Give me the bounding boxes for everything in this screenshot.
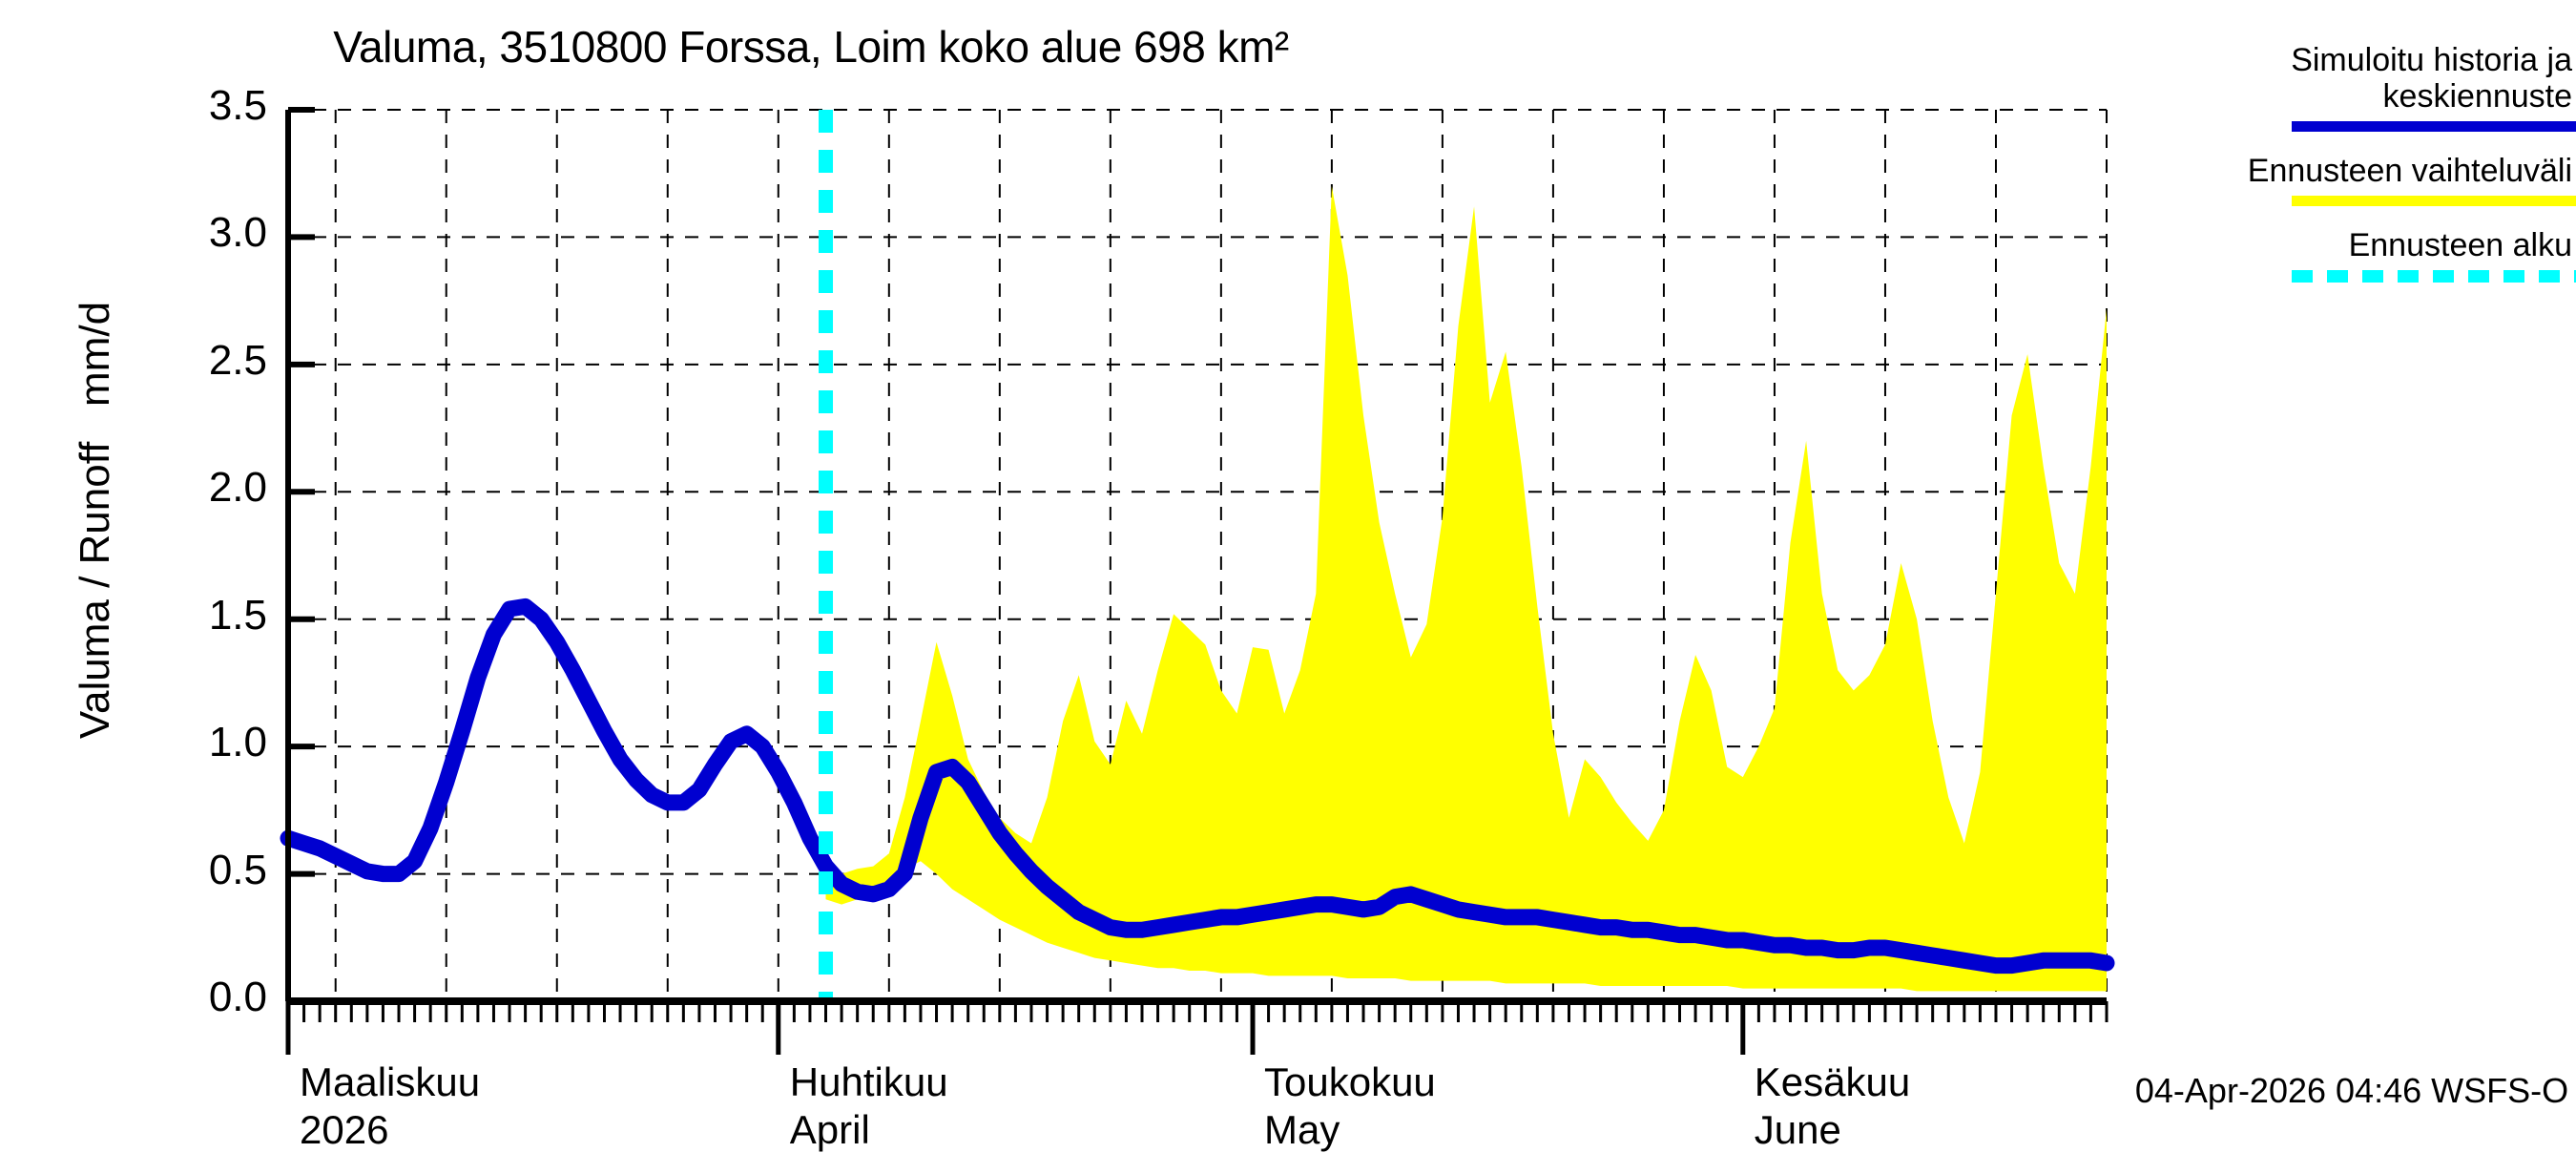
y-axis-tick-2.0: 2.0: [208, 464, 267, 512]
x-axis-tick-1: Huhtikuu April: [789, 1059, 948, 1152]
legend: Simuloitu historia ja keskiennuste Ennus…: [2129, 42, 2576, 304]
x-axis-tick-0: Maaliskuu 2026: [300, 1059, 481, 1152]
legend-swatch-forecast-range: [2292, 196, 2576, 207]
y-axis-tick-3.0: 3.0: [208, 209, 267, 257]
y-axis-tick-3.5: 3.5: [208, 82, 267, 129]
x-axis-tick-3: Kesäkuu June: [1754, 1059, 1911, 1152]
legend-label-1: Ennusteen vaihteluväli: [2247, 153, 2572, 190]
legend-label-2: Ennusteen alku: [2348, 227, 2572, 264]
legend-swatch-simulated-history: [2292, 121, 2576, 133]
x-axis-tick-2: Toukokuu May: [1264, 1059, 1436, 1152]
legend-swatch-forecast-start: [2292, 270, 2576, 283]
page-title: Valuma, 3510800 Forssa, Loim koko alue 6…: [333, 22, 1289, 72]
legend-label-0: Simuloitu historia ja keskiennuste: [2291, 42, 2572, 115]
y-axis-tick-2.5: 2.5: [208, 336, 267, 384]
forecast-range-band: [825, 186, 2107, 992]
y-axis-tick-0.5: 0.5: [208, 846, 267, 893]
y-axis-tick-1.0: 1.0: [208, 719, 267, 766]
axis-frame: [285, 107, 2109, 1055]
y-axis-tick-0.0: 0.0: [208, 974, 267, 1020]
mean-forecast-line: [280, 597, 2115, 975]
footer-timestamp: 04-Apr-2026 04:46 WSFS-O: [2134, 1071, 2569, 1110]
y-axis-tick-1.5: 1.5: [208, 591, 267, 639]
